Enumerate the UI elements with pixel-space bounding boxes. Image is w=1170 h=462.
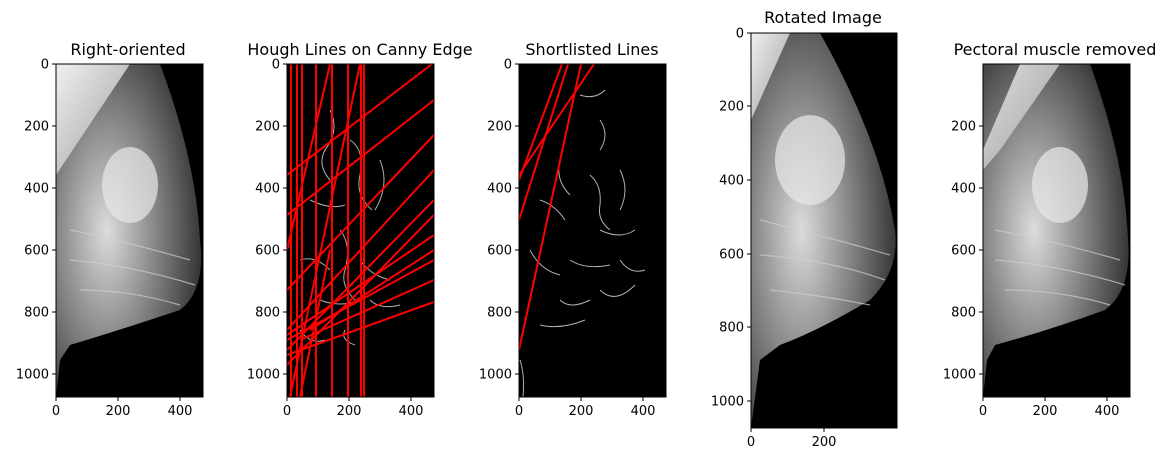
rotated-image [751, 33, 897, 428]
y-tick-label: 200 [719, 100, 744, 115]
y-tick-label: 200 [255, 120, 280, 135]
x-tick-label: 200 [106, 404, 131, 419]
y-tick-label: 400 [719, 174, 744, 189]
axis-ticks: 0 200 400 0 200 400 600 800 1000 [247, 58, 424, 420]
x-tick-label: 200 [812, 435, 837, 450]
muscle-removed-image [983, 64, 1130, 397]
y-tick-label: 600 [24, 244, 49, 259]
panel-hough-lines: Hough Lines on Canny Edge [247, 40, 473, 419]
mammogram-image [56, 64, 203, 397]
panel-title: Right-oriented [70, 40, 185, 59]
axis-ticks: 0 200 400 200 400 600 800 1000 [943, 120, 1120, 420]
y-tick-label: 800 [719, 321, 744, 336]
y-tick-label: 800 [951, 306, 976, 321]
y-tick-label: 800 [255, 306, 280, 321]
y-tick-label: 400 [951, 182, 976, 197]
y-tick-label: 600 [255, 244, 280, 259]
x-tick-label: 0 [283, 404, 291, 419]
y-tick-label: 1000 [711, 395, 744, 410]
x-tick-label: 200 [1033, 404, 1058, 419]
x-tick-label: 0 [747, 435, 755, 450]
panel-title: Shortlisted Lines [525, 40, 658, 59]
y-tick-label: 1000 [943, 368, 976, 383]
y-tick-label: 800 [24, 306, 49, 321]
hough-image [287, 64, 434, 397]
x-tick-label: 400 [631, 404, 656, 419]
y-tick-label: 1000 [247, 368, 280, 383]
axis-ticks: 0 200 0 200 400 600 800 1000 [711, 27, 837, 451]
y-tick-label: 400 [487, 182, 512, 197]
panel-rotated-image: Rotated Image 0 200 0 200 400 600 800 1000 [711, 8, 898, 451]
x-tick-label: 0 [515, 404, 523, 419]
panel-title: Rotated Image [764, 8, 882, 27]
y-tick-label: 1000 [479, 368, 512, 383]
axes-frame [55, 63, 204, 398]
y-tick-label: 1000 [16, 368, 49, 383]
axis-ticks: 0 200 400 0 200 400 600 800 1000 [479, 58, 656, 420]
x-tick-label: 400 [1095, 404, 1120, 419]
axes-frame [286, 63, 435, 398]
y-tick-label: 400 [255, 182, 280, 197]
y-tick-label: 0 [736, 27, 744, 42]
axes-frame [518, 63, 667, 398]
y-tick-label: 200 [24, 120, 49, 135]
panel-shortlisted-lines: Shortlisted Lines 0 200 400 0 200 400 600 800 10… [479, 40, 667, 420]
panel-title: Hough Lines on Canny Edge [247, 40, 472, 59]
y-tick-label: 0 [41, 58, 49, 73]
panel-title: Pectoral muscle removed [954, 40, 1157, 59]
shortlisted-image [519, 64, 666, 397]
axes-frame [982, 63, 1131, 398]
x-tick-label: 200 [337, 404, 362, 419]
y-tick-label: 600 [951, 244, 976, 259]
x-tick-label: 0 [52, 404, 60, 419]
y-tick-label: 200 [951, 120, 976, 135]
y-tick-label: 0 [504, 58, 512, 73]
x-tick-label: 400 [168, 404, 193, 419]
panel-pectoral-removed: Pectoral muscle removed 0 200 400 200 400 600… [943, 40, 1157, 419]
y-tick-label: 800 [487, 306, 512, 321]
y-tick-label: 400 [24, 182, 49, 197]
panel-right-oriented: Right-oriented 0 200 400 0 200 400 600 800 1000 [16, 40, 204, 420]
y-tick-label: 600 [719, 248, 744, 263]
y-tick-label: 200 [487, 120, 512, 135]
y-tick-label: 600 [487, 244, 512, 259]
x-tick-label: 200 [569, 404, 594, 419]
x-tick-label: 0 [979, 404, 987, 419]
y-tick-label: 0 [272, 58, 280, 73]
x-tick-label: 400 [399, 404, 424, 419]
axis-ticks: 0 200 400 0 200 400 600 800 1000 [16, 58, 193, 420]
